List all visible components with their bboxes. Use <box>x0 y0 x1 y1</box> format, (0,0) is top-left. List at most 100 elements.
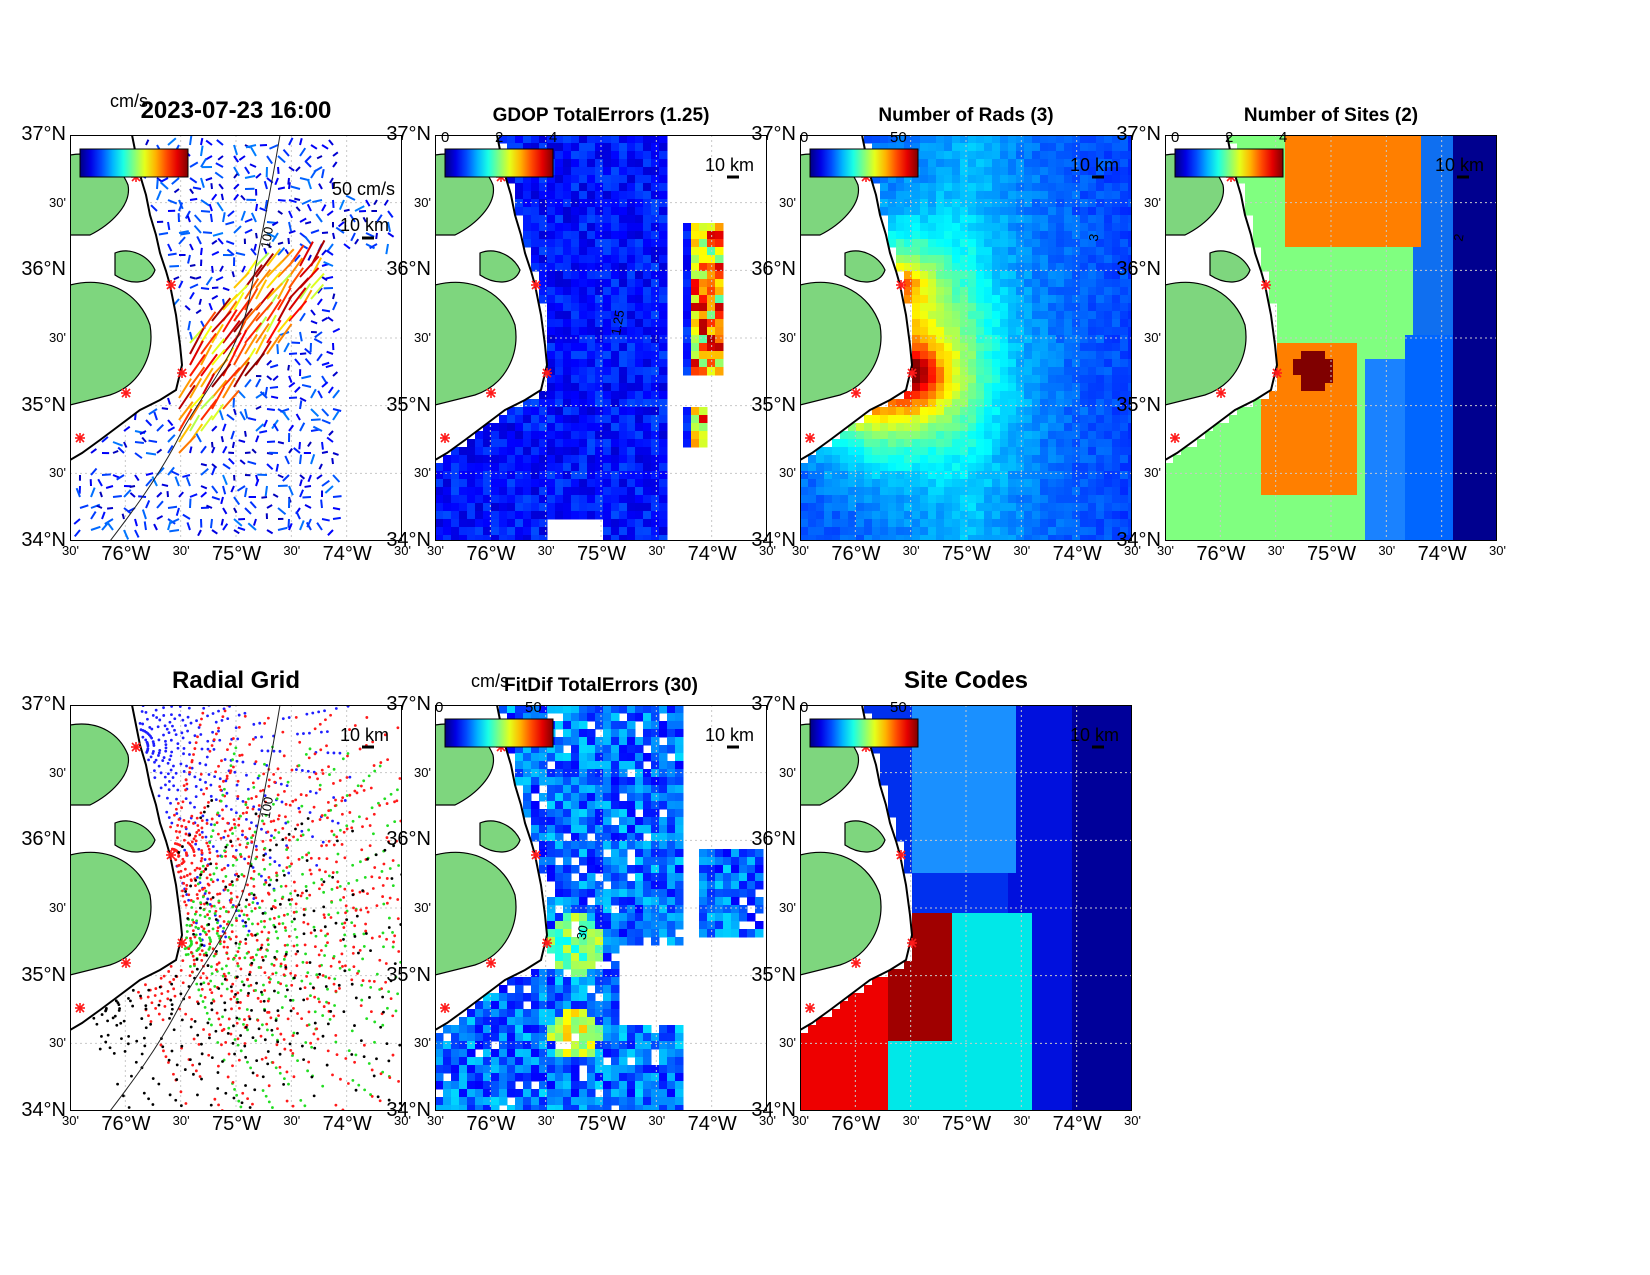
current-vector <box>321 276 328 282</box>
current-vector <box>287 237 290 245</box>
field-cell <box>595 391 604 400</box>
field-cell <box>1032 535 1041 541</box>
field-cell <box>1357 151 1366 160</box>
field-cell <box>1373 183 1382 192</box>
field-cell <box>1064 167 1073 176</box>
field-cell <box>531 415 540 424</box>
field-cell <box>1096 319 1105 328</box>
current-vector <box>299 479 303 487</box>
lat-tick: 30' <box>49 194 66 210</box>
field-cell <box>659 503 668 512</box>
field-cell <box>1032 295 1041 304</box>
field-cell <box>944 439 953 448</box>
field-cell <box>619 343 628 352</box>
field-cell <box>443 455 452 464</box>
field-cell <box>619 247 628 256</box>
field-cell <box>944 359 953 368</box>
field-cell <box>587 263 596 272</box>
field-cell <box>912 439 921 448</box>
field-cell <box>872 535 881 541</box>
field-cell <box>627 479 636 488</box>
lat-tick: 37°N <box>751 123 796 145</box>
map-sites <box>1165 135 1497 541</box>
field-cell <box>1413 375 1422 384</box>
field-cell <box>443 479 452 488</box>
field-cell <box>928 183 937 192</box>
field-cell <box>1261 239 1270 248</box>
field-cell <box>603 463 612 472</box>
field-cell <box>1437 239 1446 248</box>
field-cell <box>1349 391 1358 400</box>
field-cell <box>1277 223 1286 232</box>
field-cell <box>1056 263 1065 272</box>
field-cell <box>1445 335 1454 344</box>
field-cell <box>1016 495 1025 504</box>
field-cell <box>1349 215 1358 224</box>
field-cell <box>1016 431 1025 440</box>
field-cell <box>1429 311 1438 320</box>
field-cell <box>928 487 937 496</box>
field-cell <box>1389 455 1398 464</box>
field-cell <box>587 303 596 312</box>
radar-site-marker <box>851 388 861 398</box>
field-cell <box>1040 495 1049 504</box>
field-cell <box>944 343 953 352</box>
field-cell <box>1040 431 1049 440</box>
field-cell <box>1128 271 1132 280</box>
field-cell <box>1333 199 1342 208</box>
field-cell <box>1261 439 1270 448</box>
field-cell <box>1461 143 1470 152</box>
field-cell <box>1000 279 1009 288</box>
field-cell <box>1024 519 1033 528</box>
field-cell <box>1365 199 1374 208</box>
field-cell <box>952 303 961 312</box>
field-cell <box>1493 183 1497 192</box>
current-vector <box>287 177 290 185</box>
field-cell <box>896 519 905 528</box>
field-cell <box>1301 351 1310 360</box>
colorbar-unit: cm/s <box>110 91 148 111</box>
field-cell <box>1373 351 1382 360</box>
field-cell <box>531 495 540 504</box>
p4-panel: Number of Sites (2) 0 2 4 10 km 2 37°N 30' 36°N 3… <box>1116 105 1506 565</box>
field-cell <box>1056 519 1065 528</box>
field-cell <box>1349 439 1358 448</box>
field-cell <box>587 311 596 320</box>
field-cell <box>603 151 612 160</box>
current-vector <box>218 410 224 421</box>
field-cell <box>555 455 564 464</box>
field-cell <box>1096 151 1105 160</box>
current-vector <box>167 466 175 476</box>
field-cell <box>952 279 961 288</box>
field-cell <box>523 471 532 480</box>
field-cell <box>1112 487 1121 496</box>
field-cell <box>1325 311 1334 320</box>
field-cell <box>611 455 620 464</box>
current-vector <box>171 177 180 185</box>
field-cell <box>1032 447 1041 456</box>
field-cell <box>1389 303 1398 312</box>
field-cell <box>1080 159 1089 168</box>
current-vector <box>112 450 119 454</box>
field-cell <box>1485 231 1494 240</box>
field-cell <box>944 295 953 304</box>
field-cell <box>1016 239 1025 248</box>
lat-tick: 37°N <box>21 123 66 145</box>
field-cell <box>1008 423 1017 432</box>
field-cell <box>1120 231 1129 240</box>
field-cell <box>1016 135 1025 144</box>
field-cell <box>952 511 961 520</box>
field-cell <box>976 359 985 368</box>
field-cell <box>523 423 532 432</box>
field-cell <box>1128 367 1132 376</box>
current-vector <box>321 408 330 417</box>
field-cell <box>1008 319 1017 328</box>
field-cell <box>1008 495 1017 504</box>
field-cell <box>896 199 905 208</box>
field-cell <box>1397 295 1406 304</box>
field-cell <box>1309 343 1318 352</box>
field-cell <box>1120 487 1129 496</box>
current-vector <box>264 485 268 497</box>
field-cell <box>888 175 897 184</box>
current-vector <box>314 331 323 339</box>
